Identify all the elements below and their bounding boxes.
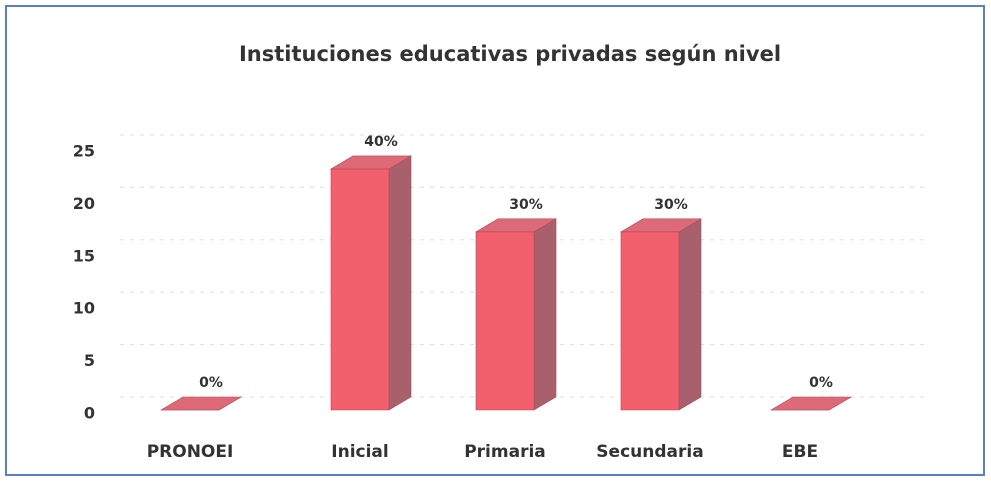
data-label: 0% bbox=[199, 375, 223, 391]
y-tick-label: 5 bbox=[84, 351, 95, 370]
x-tick-label: Primaria bbox=[464, 442, 546, 462]
bar-top bbox=[329, 155, 413, 170]
bar-front bbox=[475, 231, 535, 411]
bar-front bbox=[620, 231, 680, 411]
y-tick-label: 20 bbox=[73, 194, 95, 213]
bar bbox=[769, 396, 853, 411]
x-tick-label: EBE bbox=[782, 442, 818, 462]
x-tick-label: Secundaria bbox=[596, 442, 703, 462]
bar-side bbox=[388, 155, 412, 411]
bar-front bbox=[330, 168, 390, 411]
bar bbox=[619, 218, 703, 411]
x-tick-label: PRONOEI bbox=[147, 442, 234, 462]
bar-top bbox=[769, 396, 853, 411]
data-label: 30% bbox=[654, 197, 688, 213]
bar bbox=[474, 218, 558, 411]
bar-side bbox=[678, 218, 702, 411]
bar-top bbox=[474, 218, 558, 233]
y-tick-label: 10 bbox=[73, 299, 95, 318]
data-label: 0% bbox=[809, 375, 833, 391]
data-label: 40% bbox=[364, 134, 398, 150]
y-tick-label: 15 bbox=[73, 246, 95, 265]
y-tick-label: 25 bbox=[73, 142, 95, 161]
y-tick-label: 0 bbox=[84, 404, 95, 423]
bar-side bbox=[533, 218, 557, 411]
bar bbox=[159, 396, 243, 411]
x-tick-label: Inicial bbox=[331, 442, 388, 462]
bar-top bbox=[619, 218, 703, 233]
chart-title: Instituciones educativas privadas según … bbox=[239, 42, 781, 66]
bar-top bbox=[159, 396, 243, 411]
bar bbox=[329, 155, 413, 411]
data-label: 30% bbox=[509, 197, 543, 213]
